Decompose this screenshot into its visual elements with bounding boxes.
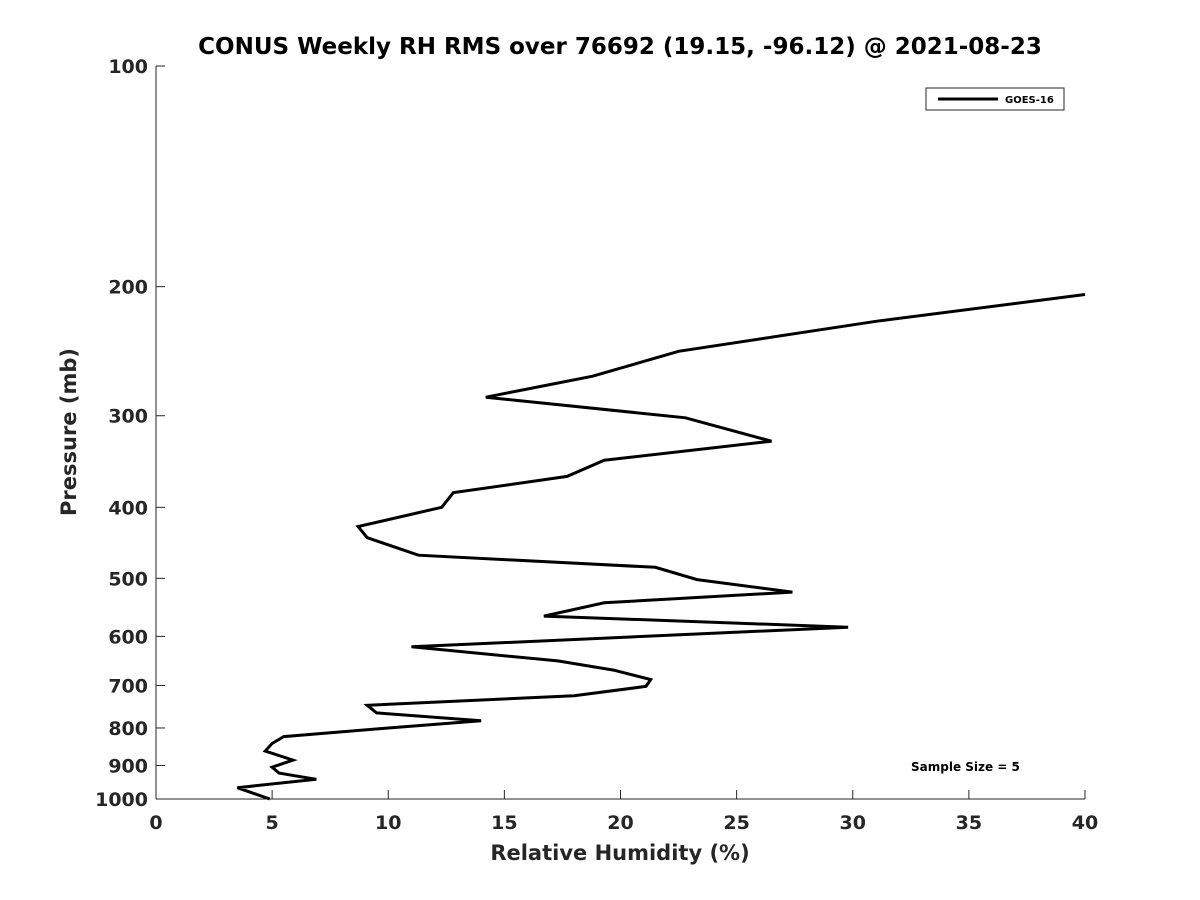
x-tick-label: 15 — [491, 812, 517, 834]
y-tick-label: 300 — [108, 406, 148, 428]
x-tick-label: 20 — [607, 812, 633, 834]
x-tick-label: 30 — [840, 812, 866, 834]
x-axis-title: Relative Humidity (%) — [490, 841, 749, 865]
y-tick-label: 400 — [108, 497, 148, 519]
x-tick-label: 35 — [956, 812, 982, 834]
chart-title: CONUS Weekly RH RMS over 76692 (19.15, -… — [198, 34, 1042, 60]
x-tick-label: 10 — [375, 812, 401, 834]
sample-size-annotation: Sample Size = 5 — [911, 760, 1020, 774]
x-tick-label: 25 — [723, 812, 749, 834]
series-layer — [236, 293, 1086, 801]
y-tick-label: 700 — [108, 675, 148, 697]
x-axis-ticks: 0 5 10 15 20 25 30 35 40 — [149, 790, 1098, 834]
x-tick-label: 40 — [1072, 812, 1098, 834]
legend-label-goes16: GOES-16 — [1005, 95, 1054, 106]
legend: GOES-16 — [925, 87, 1065, 111]
y-tick-label: 600 — [108, 626, 148, 648]
y-axis-ticks: 100 200 300 400 500 600 700 800 900 1000 — [95, 56, 165, 811]
y-axis-title: Pressure (mb) — [57, 348, 81, 516]
y-tick-label: 200 — [108, 277, 148, 299]
x-tick-label: 0 — [149, 812, 162, 834]
y-tick-label: 500 — [108, 568, 148, 590]
x-tick-label: 5 — [266, 812, 279, 834]
y-tick-label: 900 — [108, 755, 148, 777]
y-tick-label: 1000 — [95, 789, 148, 811]
y-tick-label: 800 — [108, 718, 148, 740]
series-line-goes16 — [236, 293, 1086, 801]
y-tick-label: 100 — [108, 56, 148, 78]
